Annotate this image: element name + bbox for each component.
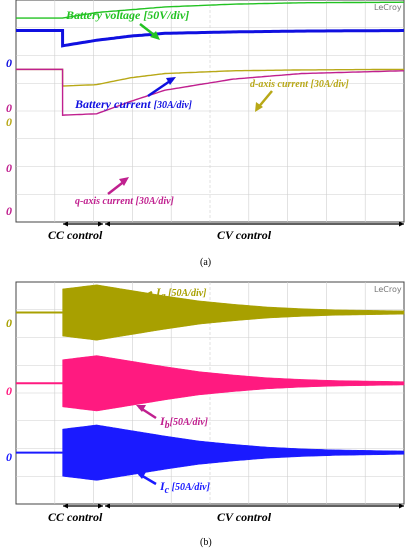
ic-arrow — [136, 472, 157, 486]
d-axis-label: d-axis current [30A/div] — [250, 79, 350, 90]
cv-control-label-a: CV control — [217, 228, 272, 242]
zero-mark-ia: 0 — [6, 316, 12, 330]
battery-voltage-arrow — [139, 23, 160, 40]
ib-main: I — [159, 414, 166, 428]
ib-scale: [50A/div] — [170, 417, 209, 428]
cc-bracket-b — [63, 503, 103, 509]
cc-control-label-b: CC control — [48, 510, 103, 524]
ib-label: Ib[50A/div] — [159, 414, 209, 431]
battery-current-label: Battery current [30A/div] — [74, 97, 193, 111]
battery-current-arrow — [147, 77, 176, 98]
ia-scale: [50A/div] — [166, 288, 207, 299]
zero-mark-battery-current: 0 — [6, 56, 12, 70]
zero-mark-ic: 0 — [6, 450, 12, 464]
battery-voltage-label: Battery voltage [50V/div] — [65, 8, 189, 22]
q-axis-arrow — [107, 177, 129, 195]
ic-main: I — [159, 479, 166, 493]
ib-arrow — [136, 405, 157, 420]
ib-sub: b — [165, 420, 170, 431]
cv-bracket-a — [105, 221, 404, 227]
ic-sub: c — [165, 485, 170, 496]
trace-ic-envelope — [62, 424, 405, 481]
cc-control-label-a: CC control — [48, 228, 103, 242]
zero-mark-bottom: 0 — [6, 204, 12, 218]
ia-label: Ia [50A/div] — [155, 285, 207, 302]
scope-label-a: LeCroy — [374, 3, 402, 12]
scope-label-b: LeCroy — [374, 285, 402, 294]
trace-q-axis-current — [16, 68, 404, 116]
d-axis-arrow — [255, 90, 273, 112]
cv-control-label-b: CV control — [217, 510, 272, 524]
battery-current-scale: [30A/div] — [154, 100, 193, 111]
trace-battery-voltage — [16, 1, 404, 19]
ic-scale: [50A/div] — [169, 482, 210, 493]
trace-ib-envelope — [62, 355, 405, 412]
zero-mark-d-axis: 0 — [6, 115, 12, 129]
trace-battery-current — [16, 29, 404, 48]
panel-b: LeCroy 0 0 0 Ia [50A/div] Ib[50A/div] Ic… — [6, 281, 405, 548]
ia-main: I — [155, 285, 162, 299]
traces-a — [16, 1, 404, 116]
traces-b — [16, 284, 405, 481]
ic-label: Ic [50A/div] — [159, 479, 211, 496]
q-axis-label: q-axis current [30A/div] — [75, 196, 175, 207]
zero-mark-q-upper: 0 — [6, 101, 12, 115]
panel-a: LeCroy 0 0 0 0 0 Battery voltage [50V/di… — [6, 0, 405, 268]
zero-mark-ib: 0 — [6, 384, 12, 398]
cc-bracket-a — [63, 221, 103, 227]
ia-arrow — [131, 290, 153, 304]
zero-mark-q-axis: 0 — [6, 161, 12, 175]
caption-a: (a) — [200, 257, 211, 268]
trace-d-axis-current — [16, 68, 404, 87]
cv-bracket-b — [105, 503, 404, 509]
caption-b: (b) — [200, 537, 212, 548]
trace-ia-envelope — [62, 284, 405, 341]
battery-current-name: Battery current — [74, 97, 154, 111]
ia-sub: a — [161, 291, 166, 302]
